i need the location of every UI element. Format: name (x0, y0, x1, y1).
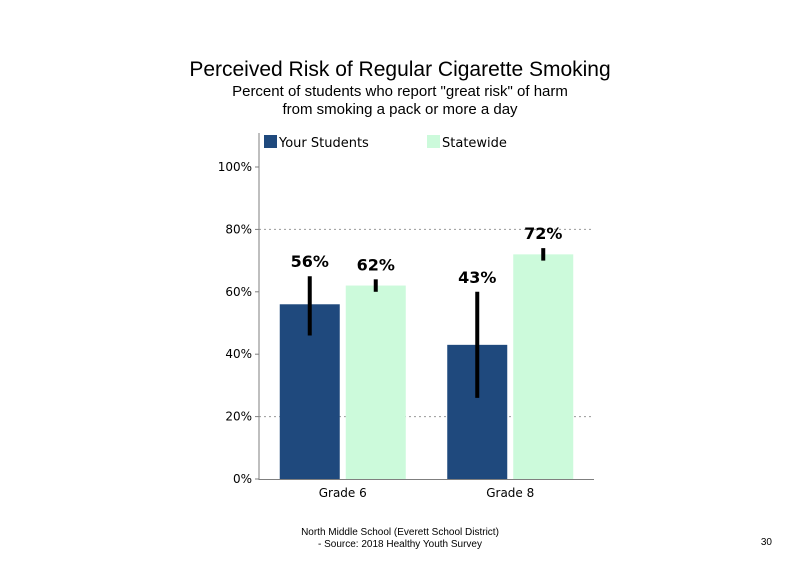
chart-subtitle-line-1: Percent of students who report "great ri… (232, 83, 568, 100)
x-tick-label: Grade 6 (319, 486, 367, 500)
y-tick-label: 60% (225, 285, 252, 299)
legend-label: Statewide (442, 136, 507, 151)
y-tick-label: 40% (225, 347, 252, 361)
page-number: 30 (760, 537, 772, 548)
bar-statewide-grade-8 (513, 254, 574, 479)
legend-label: Your Students (278, 136, 369, 151)
chart-title: Perceived Risk of Regular Cigarette Smok… (189, 58, 611, 81)
footer-school: North Middle School (Everett School Dist… (301, 527, 499, 538)
chart-subtitle-line-2: from smoking a pack or more a day (282, 101, 518, 118)
legend-swatch (427, 135, 440, 148)
x-tick-label: Grade 8 (486, 486, 534, 500)
footer-source: - Source: 2018 Healthy Youth Survey (318, 539, 482, 550)
y-tick-label: 100% (218, 160, 252, 174)
bar-statewide-grade-6 (345, 285, 406, 479)
y-tick-label: 0% (233, 472, 252, 486)
data-label: 62% (357, 255, 395, 274)
y-tick-label: 20% (225, 410, 252, 424)
data-label: 43% (458, 268, 496, 287)
y-tick-label: 80% (225, 222, 252, 236)
data-label: 72% (524, 224, 562, 243)
data-label: 56% (291, 252, 329, 271)
legend-swatch (264, 135, 277, 148)
